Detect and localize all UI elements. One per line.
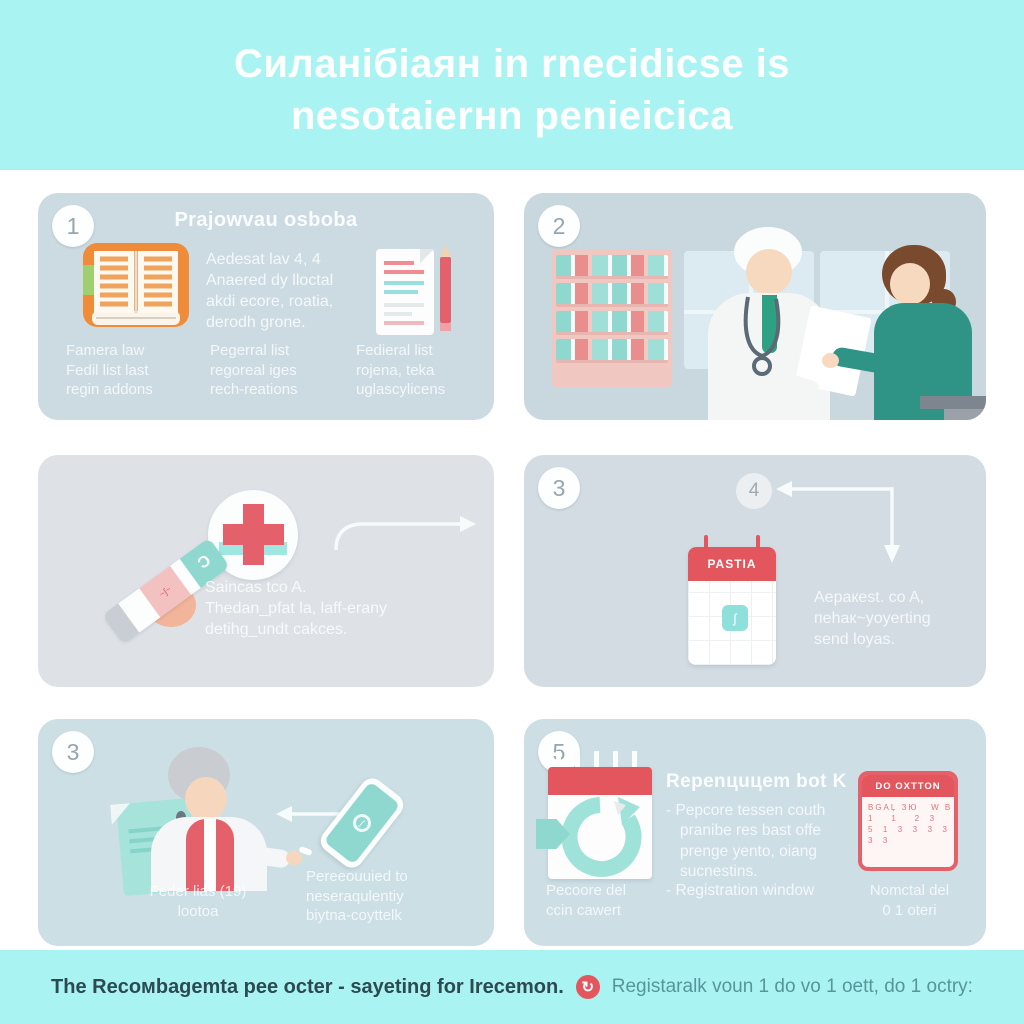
step-number-badge: 3 — [538, 467, 580, 509]
stethoscope-icon — [730, 293, 810, 388]
shirt-strip — [204, 819, 216, 891]
footer-text-right: Registaralk voun 1 do vo 1 oett, do 1 oc… — [611, 976, 973, 997]
calendar-highlight-cell: ʃ — [722, 605, 748, 631]
counter-base — [944, 409, 986, 420]
pharmacist-face — [185, 777, 227, 821]
mini-calendar-row: 3 3 — [868, 836, 890, 845]
medicine-shelf — [552, 249, 672, 387]
panel-step1: 1 Prajowvau osboba — [38, 193, 494, 420]
mini-calendar-title: DO OXTTON — [862, 775, 954, 797]
page-title-line2: nesotaіerнn penіeicica — [291, 94, 733, 138]
counter-top — [920, 396, 986, 409]
caption-right: Pereeouuied to neseraqulentiy biytna-coy… — [306, 868, 408, 924]
elbow-arrow-icon — [774, 475, 924, 575]
phone-screen-glyph: ʃ — [349, 810, 375, 836]
doctor-tie — [762, 295, 777, 353]
bullet-item: - Registration window — [666, 882, 815, 899]
panel-step4: 3 4 PASTIA ʃ Aepaкest. co A, пеhaк~yoyer… — [524, 455, 986, 687]
panel-body-text: Aedesat lav 4, 4 Anaered dy lloctal akdi… — [206, 251, 334, 332]
patient-face — [890, 263, 930, 305]
caption-left: Feder lias (19) lootoa — [149, 883, 247, 920]
refresh-calendar-icon — [536, 751, 652, 879]
document-pencil-icon — [374, 243, 458, 348]
panel-body-text: Saincas tco A. Thedan_pfat la, laff-eran… — [205, 579, 388, 639]
calendar-ticks — [556, 751, 646, 767]
page-title-line1: Силанібіаян in rnecidicse is — [233, 42, 791, 86]
step-number-badge: 3 — [52, 731, 94, 773]
panel-title: Repenцuцem bot K — [666, 771, 847, 792]
mini-calendar-row: 1 1 2 3 — [868, 814, 937, 823]
step-number-badge: 1 — [52, 205, 94, 247]
footer-banner: The Recoмbagemta pee octer - sayeting fo… — [0, 950, 1024, 1024]
panel-step5: 3 ʃ — [38, 719, 494, 946]
caption-middle: Pegerral list regoreal iges rech-reation… — [210, 342, 298, 398]
refresh-check-icon: ↻ — [575, 975, 600, 999]
doctor-face — [746, 249, 792, 295]
mini-calendar-row: ВGAĻ ЗЮ W В — [868, 803, 953, 812]
panel-body-text: Aepaкest. co A, пеhaк~yoyerting send loy… — [814, 589, 931, 649]
calendar-label: PASTIA — [688, 547, 776, 581]
arrow-right-icon — [330, 510, 480, 563]
bullet-item: - Pepcore tessen couth pranibe res bast … — [666, 802, 826, 881]
panel-title: Prajowvau osboba — [174, 209, 358, 231]
caption-right: Nomctal del 0 1 oteri — [869, 882, 950, 919]
caption-left: Famera law Fedil list last regin addons — [66, 342, 153, 398]
panel-step3: ~ʃ~ Ɔ Saincas tco A. Thedan_pfat la, laf… — [38, 455, 494, 687]
panel-step6: 5 Repenцuцem bot K - Pepcore tessen cout… — [524, 719, 986, 946]
step-number-badge: 2 — [538, 205, 580, 247]
panel-step2: 2 — [524, 193, 986, 420]
patient-hand — [822, 353, 839, 368]
calendar-icon: PASTIA ʃ — [688, 535, 776, 665]
header-banner: Силанібіаян in rnecidicse is nesotaіerнn… — [0, 0, 1024, 170]
footer-text-left: The Recoмbagemta pee octer - sayeting fo… — [51, 975, 564, 998]
open-book-icon — [80, 235, 192, 340]
caption-right: Fedieral list rojena, teka uglascylicens — [356, 342, 446, 398]
mini-calendar-row: 5 1 3 3 3 3 — [868, 825, 949, 834]
caption-left: Pecoore del ccin cawert — [546, 882, 627, 919]
pharmacist-hand — [286, 851, 302, 865]
document-fold — [110, 803, 132, 825]
phone-icon: ʃ — [315, 773, 409, 873]
mini-calendar-icon: DO OXTTON ВGAĻ ЗЮ W В 1 1 2 3 5 1 3 3 3 … — [858, 771, 958, 871]
sub-step-badge: 4 — [736, 473, 772, 509]
